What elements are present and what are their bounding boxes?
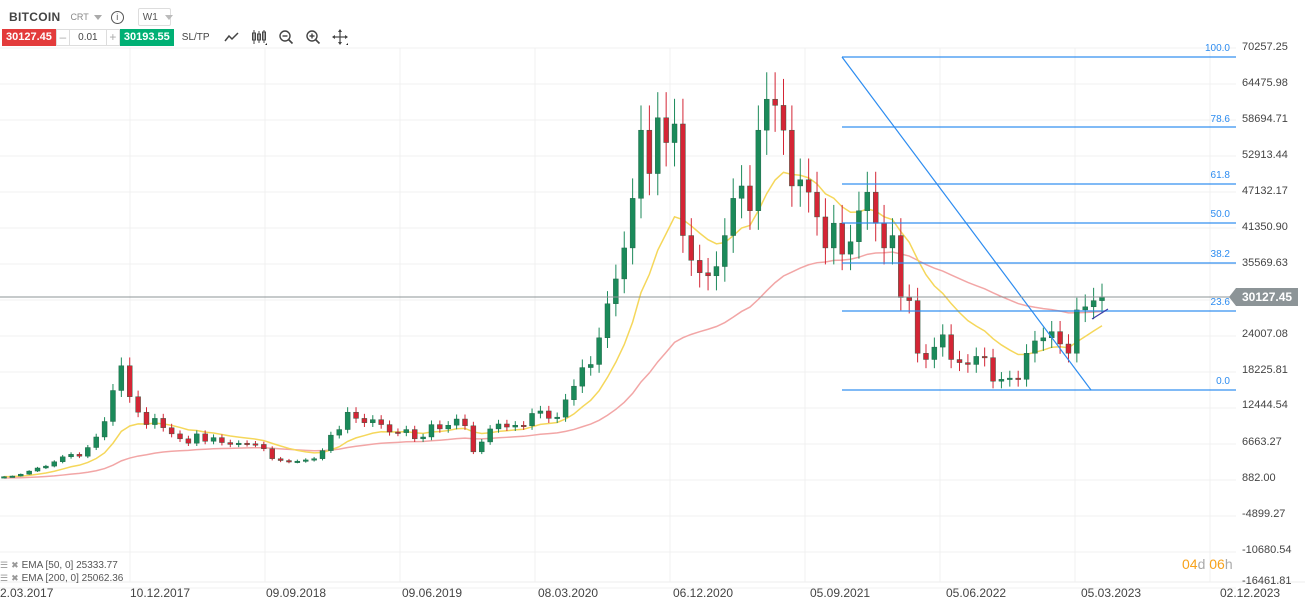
crosshair-icon[interactable] [331, 29, 348, 45]
zoom-in-icon[interactable] [305, 29, 321, 45]
fib-label-38-2: 38.2 [1210, 249, 1230, 260]
y-tick: -10680.54 [1242, 544, 1292, 556]
y-tick: 70257.25 [1242, 41, 1288, 53]
fib-label-50: 50.0 [1210, 209, 1230, 220]
zoom-out-icon[interactable] [278, 29, 294, 45]
current-price-tag: 30127.45 [1228, 288, 1299, 306]
y-tick: 41350.90 [1242, 221, 1288, 233]
settings-icon[interactable]: ☰ [0, 573, 9, 583]
close-icon[interactable]: ✖ [11, 573, 19, 583]
y-tick: 18225.81 [1242, 364, 1288, 376]
grid-lines [0, 47, 1305, 589]
x-tick: 08.03.2020 [538, 586, 599, 600]
ema-200-line [3, 251, 1103, 479]
candlestick-icon[interactable] [251, 29, 267, 45]
x-tick: 05.03.2023 [1081, 586, 1142, 600]
fib-label-61-8: 61.8 [1210, 170, 1230, 181]
fib-label-0: 0.0 [1216, 376, 1230, 387]
x-tick: 06.12.2020 [673, 586, 734, 600]
y-tick: 882.00 [1242, 472, 1276, 484]
x-tick: 02.12.2023 [1220, 586, 1281, 600]
close-icon[interactable]: ✖ [11, 560, 19, 570]
y-tick: 12444.54 [1242, 399, 1288, 411]
x-tick: 09.09.2018 [266, 586, 327, 600]
quantity-input[interactable]: 0.01 [69, 28, 106, 46]
instrument-type: CRT [70, 12, 89, 22]
fib-label-100: 100.0 [1204, 43, 1230, 54]
x-tick: 10.12.2017 [130, 586, 191, 600]
increase-quantity-button[interactable]: + [105, 28, 120, 46]
candles [1, 72, 1105, 479]
symbol-header: BITCOIN CRT i W1 [0, 6, 173, 28]
y-tick: 35569.63 [1242, 257, 1288, 269]
legend-ema-50-label: EMA [50, 0] 25333.77 [21, 560, 118, 571]
sltp-button[interactable]: SL/TP [181, 31, 210, 43]
ema-50-line [3, 171, 1103, 478]
y-tick: -16461.81 [1242, 575, 1292, 587]
timeframe-value: W1 [142, 11, 158, 23]
instrument-dropdown-caret-icon[interactable] [93, 14, 102, 20]
y-tick: 52913.44 [1242, 149, 1288, 161]
fibonacci-retracement[interactable] [841, 56, 1236, 391]
legend-ema-50: ☰ ✖ EMA [50, 0] 25333.77 [0, 560, 118, 571]
y-tick: 58694.71 [1242, 113, 1288, 125]
y-tick: 64475.98 [1242, 77, 1288, 89]
x-tick: 05.06.2022 [946, 586, 1007, 600]
legend-ema-200-label: EMA [200, 0] 25062.36 [21, 573, 124, 584]
buy-button[interactable]: 30193.55 [119, 28, 174, 46]
line-chart-icon[interactable] [223, 29, 240, 45]
y-tick: 47132.17 [1242, 185, 1288, 197]
x-tick: 05.09.2021 [810, 586, 871, 600]
legend-ema-200: ☰ ✖ EMA [200, 0] 25062.36 [0, 573, 123, 584]
symbol-name: BITCOIN [9, 10, 61, 24]
timeframe-select[interactable]: W1 [137, 8, 173, 26]
bar-countdown: 04d 06h [1182, 556, 1233, 572]
y-tick: -4899.27 [1242, 508, 1286, 520]
fib-label-78-6: 78.6 [1210, 114, 1230, 125]
fib-label-23-6: 23.6 [1210, 297, 1230, 308]
decrease-quantity-button[interactable]: – [55, 28, 70, 46]
trade-toolbar: 30127.45 – 0.01 + 30193.55 SL/TP [2, 28, 348, 46]
info-icon[interactable]: i [110, 10, 124, 24]
y-tick: 6663.27 [1242, 436, 1282, 448]
y-tick: 24007.08 [1242, 328, 1288, 340]
x-tick: 09.06.2019 [402, 586, 463, 600]
settings-icon[interactable]: ☰ [0, 560, 9, 570]
x-tick: 2.03.2017 [0, 586, 54, 600]
chevron-down-icon [164, 14, 173, 20]
sell-button[interactable]: 30127.45 [2, 28, 56, 46]
